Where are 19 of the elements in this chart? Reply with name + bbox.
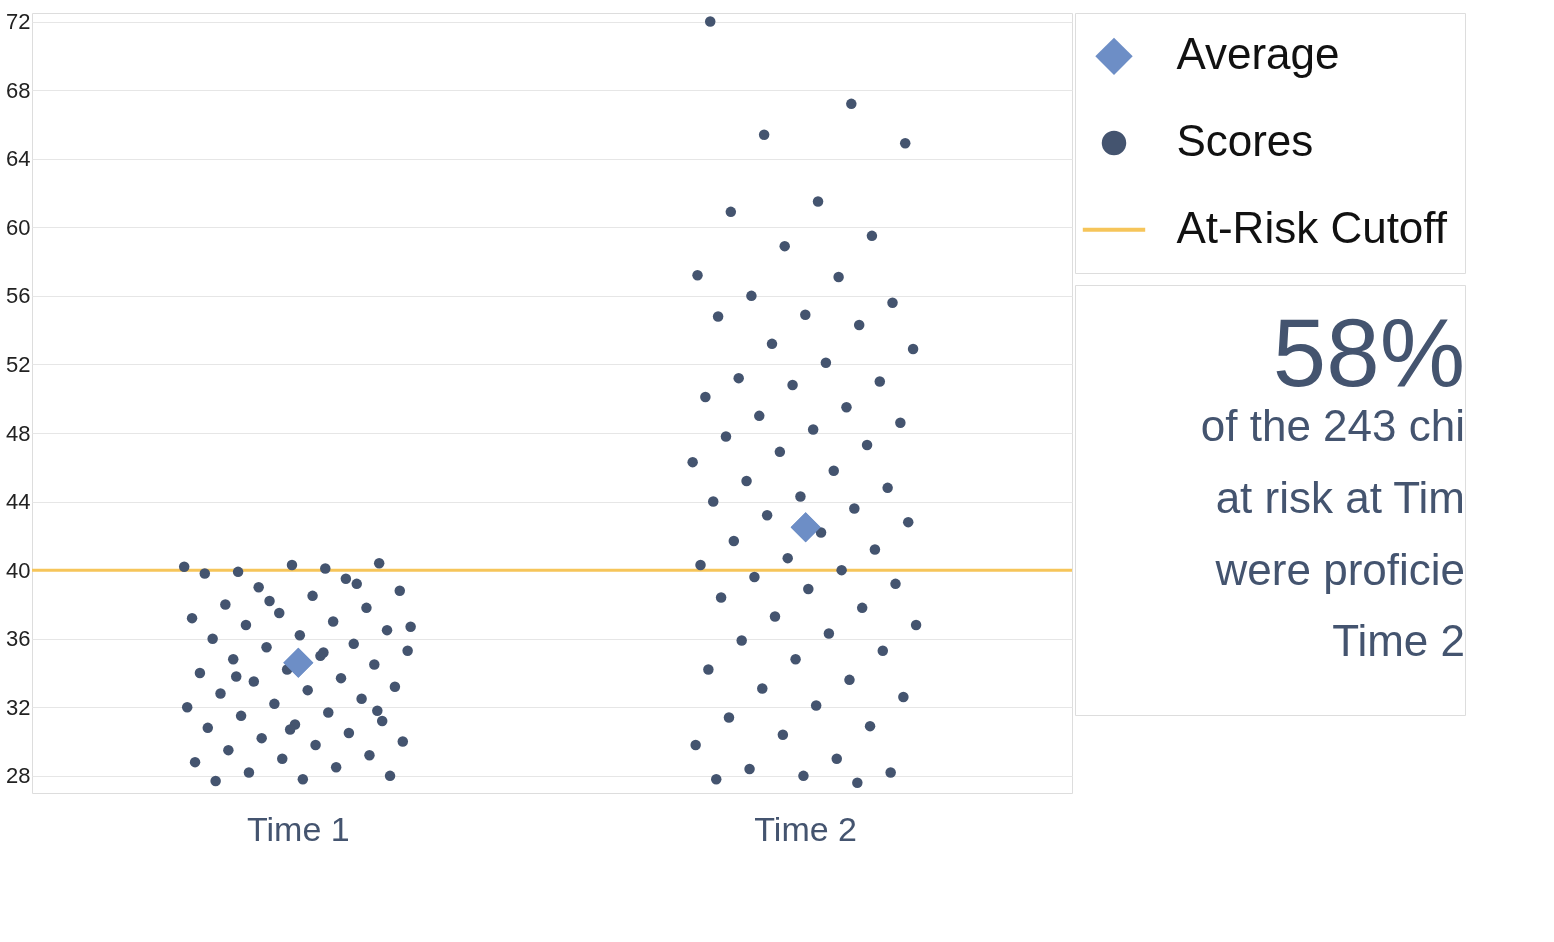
- y-tick-label: 40: [6, 557, 31, 583]
- y-tick-label: 56: [6, 283, 31, 309]
- y-tick-label: 48: [6, 420, 31, 446]
- y-tick-label: 44: [6, 489, 31, 515]
- y-tick-label: 68: [6, 77, 31, 103]
- legend-label: At-Risk Cutoff: [1176, 202, 1448, 252]
- x-tick-label: Time 1: [247, 809, 350, 848]
- y-tick-label: 32: [6, 694, 31, 720]
- text: were proficie: [1214, 544, 1465, 594]
- y-tick-label: 60: [6, 214, 31, 240]
- y-tick-label: 64: [6, 146, 31, 172]
- y-tick-label: 52: [6, 351, 31, 377]
- text: Time 2: [1332, 616, 1465, 666]
- legend-label: Average: [1176, 29, 1340, 79]
- legend-label: Scores: [1176, 116, 1314, 165]
- y-tick-label: 72: [6, 9, 31, 35]
- y-tick-label: 28: [6, 763, 31, 789]
- text: at risk at Tim: [1215, 473, 1465, 522]
- y-tick-label: 36: [6, 626, 31, 652]
